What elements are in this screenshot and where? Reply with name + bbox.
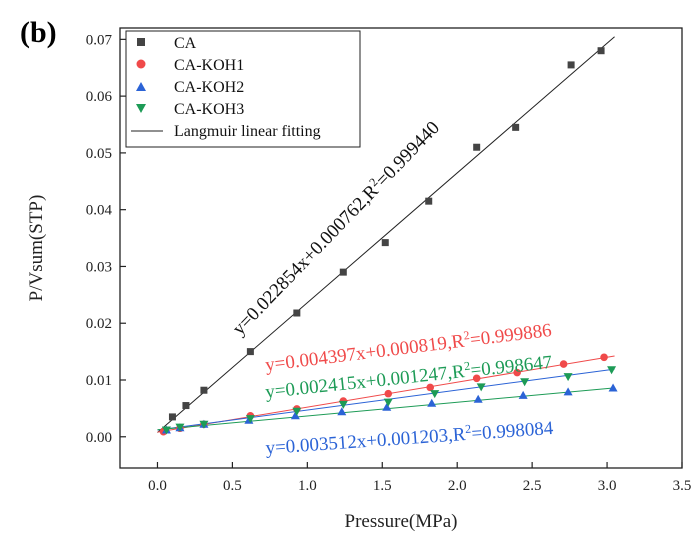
point-ca-koh3: [430, 390, 440, 399]
x-tick-label: 0.5: [223, 478, 242, 494]
point-ca-koh2: [337, 407, 347, 416]
legend-label-ca-koh2: CA-KOH2: [174, 79, 244, 96]
point-ca: [168, 413, 176, 421]
legend-item-ca: CA: [137, 35, 197, 52]
point-ca-koh3: [292, 407, 302, 416]
point-ca: [597, 47, 605, 55]
y-tick-label: 0.02: [86, 316, 112, 332]
legend-marker-ca-koh1: [136, 59, 146, 69]
point-ca-koh1: [559, 360, 568, 368]
point-ca-koh2: [290, 411, 300, 420]
point-ca-koh3: [161, 426, 171, 435]
point-ca-koh1: [384, 389, 393, 398]
point-ca-koh3: [383, 398, 393, 407]
y-axis-title: P/Vsum(STP): [26, 195, 47, 302]
x-tick-label: 1.0: [298, 478, 317, 494]
equation-ca-r2: =0.999440: [372, 117, 444, 191]
y-tick-label: 0.07: [86, 32, 113, 48]
x-tick-label: 3.0: [598, 478, 617, 494]
equation-ca-koh2-main: y=0.003512x+0.001203,R: [265, 424, 467, 459]
equation-ca-koh3-r2: =0.998647: [470, 352, 554, 381]
y-tick-label: 0.01: [86, 373, 112, 389]
point-ca-koh1: [426, 383, 435, 392]
point-ca: [200, 386, 208, 394]
point-ca: [182, 402, 190, 410]
x-tick-label: 2.0: [448, 478, 467, 494]
plot-frame: [119, 27, 683, 469]
x-tick-label: 0.0: [148, 478, 167, 494]
equation-ca-koh1-r2: =0.999886: [469, 320, 553, 351]
point-ca-koh1: [600, 353, 608, 362]
point-ca-koh2: [382, 402, 392, 411]
point-ca-koh2: [427, 398, 437, 407]
legend-label-fit: Langmuir linear fitting: [174, 123, 321, 140]
point-ca-koh3: [563, 373, 573, 382]
equation-ca-koh1-superscript: 2: [463, 328, 471, 343]
y-tick-label: 0.06: [86, 89, 113, 105]
point-ca-koh3: [338, 400, 348, 409]
equation-ca-main: y=0.022854x+0.000762,R: [228, 181, 383, 340]
equation-ca-koh3-superscript: 2: [463, 359, 470, 374]
point-ca-koh3: [520, 378, 530, 387]
legend-item-fit: Langmuir linear fitting: [131, 123, 321, 140]
fit-line-ca: [157, 36, 615, 433]
data-points: [159, 47, 618, 436]
y-tick-label: 0.05: [86, 146, 112, 162]
point-ca: [339, 268, 347, 276]
legend-label-ca-koh1: CA-KOH1: [174, 57, 244, 74]
panel-label: (b): [20, 16, 57, 49]
legend-marker-ca-koh2: [136, 82, 146, 91]
legend-item-ca-koh2: CA-KOH2: [136, 79, 244, 96]
point-ca-koh1: [472, 374, 481, 383]
point-ca-koh2: [563, 387, 573, 396]
legend-item-ca-koh1: CA-KOH1: [136, 57, 244, 74]
point-ca: [473, 143, 481, 151]
legend-label-ca-koh3: CA-KOH3: [174, 101, 244, 118]
point-ca-koh3: [175, 423, 185, 432]
equation-ca-koh2-r2: =0.998084: [471, 418, 555, 445]
point-ca: [293, 309, 301, 317]
point-ca: [512, 123, 520, 131]
x-tick-label: 3.5: [673, 478, 692, 494]
point-ca-koh2: [473, 394, 483, 403]
x-tick-label: 1.5: [373, 478, 392, 494]
equation-ca-koh2: y=0.003512x+0.001203,R2=0.998084: [265, 416, 555, 459]
legend-item-ca-koh3: CA-KOH3: [136, 101, 244, 118]
equation-ca-koh2-superscript: 2: [465, 422, 472, 436]
equation-ca: y=0.022854x+0.000762,R2=0.999440: [227, 116, 444, 339]
y-tick-label: 0.04: [86, 203, 113, 219]
legend: CA CA-KOH1 CA-KOH2 CA-KOH3 Langmuir line…: [125, 30, 361, 148]
x-tick-label: 2.5: [523, 478, 542, 494]
legend-label-ca: CA: [174, 35, 197, 52]
point-ca-koh2: [518, 390, 528, 399]
point-ca: [567, 61, 575, 69]
point-ca: [425, 197, 433, 205]
point-ca-koh3: [607, 366, 617, 375]
legend-marker-ca-koh3: [136, 104, 146, 113]
point-ca-koh3: [245, 415, 255, 424]
point-ca: [246, 348, 254, 356]
legend-marker-ca: [137, 38, 145, 46]
legend-box: [125, 30, 361, 148]
point-ca-koh3: [476, 383, 486, 392]
axis-ticks: 0.0 0.5 1.0 1.5 2.0 2.5 3.0 3.5 0.00 0.01 0.02 0.03…: [86, 32, 692, 494]
y-tick-label: 0.00: [86, 430, 112, 446]
x-axis-title: Pressure(MPa): [345, 511, 458, 532]
point-ca-koh1: [513, 368, 521, 377]
point-ca-koh3: [199, 420, 209, 429]
point-ca: [381, 239, 389, 247]
y-tick-label: 0.03: [86, 259, 112, 275]
point-ca-koh2: [608, 383, 618, 392]
